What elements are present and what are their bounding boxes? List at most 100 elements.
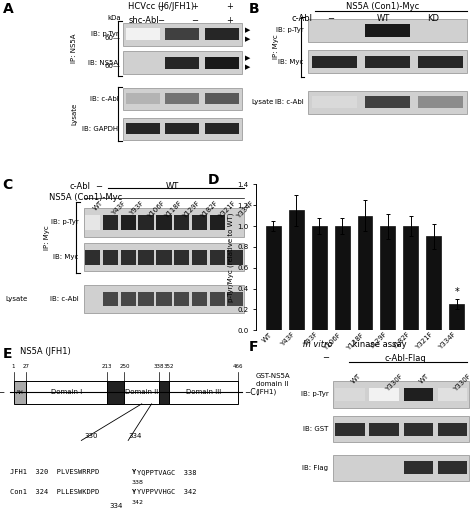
Text: IP: Myc: IP: Myc bbox=[44, 225, 50, 250]
Bar bbox=[103, 215, 118, 230]
Bar bbox=[174, 292, 190, 306]
Text: 250: 250 bbox=[119, 364, 130, 369]
Text: −: − bbox=[323, 354, 329, 362]
Text: 338: 338 bbox=[132, 480, 144, 485]
Text: ▶: ▶ bbox=[245, 55, 251, 61]
Bar bbox=[335, 422, 365, 436]
Bar bbox=[228, 250, 243, 265]
Bar bbox=[403, 422, 433, 436]
Bar bbox=[123, 51, 242, 74]
Bar bbox=[369, 388, 399, 401]
Bar bbox=[84, 285, 244, 313]
Text: Y330F: Y330F bbox=[452, 373, 472, 392]
Text: IB: p-Tyr: IB: p-Tyr bbox=[51, 220, 79, 225]
Bar bbox=[381, 226, 395, 330]
Text: c-Abl-Flag: c-Abl-Flag bbox=[385, 354, 427, 362]
Text: −C: −C bbox=[244, 388, 255, 397]
Text: B: B bbox=[249, 2, 259, 15]
Bar bbox=[333, 455, 469, 481]
Text: 213: 213 bbox=[102, 364, 112, 369]
Text: −: − bbox=[327, 14, 334, 23]
Bar bbox=[312, 226, 327, 330]
Text: YVPPVVHGC  342: YVPPVVHGC 342 bbox=[137, 488, 196, 495]
Bar bbox=[403, 226, 418, 330]
Text: D: D bbox=[208, 173, 219, 187]
Bar bbox=[365, 96, 410, 109]
Bar bbox=[192, 215, 207, 230]
Text: *: * bbox=[454, 287, 459, 297]
Text: Con1  324  PLLESWKDPD: Con1 324 PLLESWKDPD bbox=[10, 488, 99, 495]
Bar bbox=[156, 292, 172, 306]
Text: Y129F: Y129F bbox=[182, 200, 201, 220]
Text: C: C bbox=[2, 178, 13, 193]
Text: WT: WT bbox=[166, 182, 179, 190]
Bar bbox=[365, 25, 410, 36]
Bar bbox=[121, 292, 136, 306]
Bar bbox=[107, 380, 125, 404]
Text: 27: 27 bbox=[22, 364, 29, 369]
Bar bbox=[121, 215, 136, 230]
Y-axis label: p-Tyr/Myc (relative to WT): p-Tyr/Myc (relative to WT) bbox=[228, 212, 234, 302]
Text: −: − bbox=[157, 16, 164, 25]
Text: −: − bbox=[191, 16, 198, 25]
Text: Y: Y bbox=[132, 488, 136, 495]
Text: IP: Myc: IP: Myc bbox=[273, 34, 279, 59]
Text: Lysate: Lysate bbox=[251, 99, 273, 105]
Bar bbox=[333, 381, 469, 408]
Text: In vitro: In vitro bbox=[303, 339, 333, 349]
Bar bbox=[403, 388, 433, 401]
Text: Y93F: Y93F bbox=[128, 200, 145, 217]
Text: 338: 338 bbox=[154, 364, 164, 369]
Text: IB: Myc: IB: Myc bbox=[278, 59, 303, 65]
Bar bbox=[308, 19, 467, 42]
Bar bbox=[192, 292, 207, 306]
Text: HCVcc (J6/JFH1): HCVcc (J6/JFH1) bbox=[128, 2, 194, 11]
Text: 60—: 60— bbox=[105, 35, 121, 41]
Text: ▶: ▶ bbox=[245, 64, 251, 70]
Text: IB: c-Abl: IB: c-Abl bbox=[90, 96, 118, 102]
Text: YQPPTVAGC  338: YQPPTVAGC 338 bbox=[137, 469, 196, 475]
Bar bbox=[205, 29, 239, 40]
Bar bbox=[103, 250, 118, 265]
Text: −: − bbox=[157, 2, 164, 11]
Bar bbox=[311, 96, 357, 109]
Bar bbox=[335, 226, 349, 330]
Text: 330: 330 bbox=[84, 433, 98, 439]
Text: WT: WT bbox=[376, 14, 390, 23]
Text: WT: WT bbox=[418, 373, 430, 385]
Bar bbox=[121, 250, 136, 265]
Bar bbox=[165, 29, 200, 40]
Text: A: A bbox=[2, 2, 13, 16]
Bar bbox=[192, 250, 207, 265]
Text: kinase assay: kinase assay bbox=[350, 339, 407, 349]
Bar bbox=[205, 57, 239, 69]
Text: IB: c-Abl: IB: c-Abl bbox=[274, 99, 303, 105]
Text: NS5A (Con1)-Myc: NS5A (Con1)-Myc bbox=[346, 2, 419, 11]
Bar bbox=[365, 56, 410, 68]
Text: IB: p-Tyr: IB: p-Tyr bbox=[275, 28, 303, 33]
Bar bbox=[205, 93, 239, 104]
Text: +: + bbox=[226, 16, 233, 25]
Bar bbox=[174, 215, 190, 230]
Bar bbox=[123, 118, 242, 140]
Bar bbox=[438, 388, 467, 401]
Text: 466: 466 bbox=[233, 364, 243, 369]
Text: IP: NS5A: IP: NS5A bbox=[71, 34, 77, 63]
Text: NS5A (JFH1): NS5A (JFH1) bbox=[20, 347, 71, 356]
Bar bbox=[26, 380, 107, 404]
Text: GST-NS5A
domain II
(JFH1): GST-NS5A domain II (JFH1) bbox=[255, 373, 290, 395]
Bar bbox=[126, 93, 160, 104]
Text: Y334F: Y334F bbox=[235, 200, 255, 220]
Text: Y43F: Y43F bbox=[110, 200, 127, 216]
Bar bbox=[156, 250, 172, 265]
Bar bbox=[126, 29, 160, 40]
Bar bbox=[266, 226, 281, 330]
Bar bbox=[369, 422, 399, 436]
Bar bbox=[165, 57, 200, 69]
Text: 1: 1 bbox=[12, 364, 15, 369]
Bar bbox=[308, 91, 467, 114]
Bar bbox=[449, 304, 464, 330]
Bar bbox=[123, 88, 242, 110]
Text: Domain III: Domain III bbox=[186, 389, 221, 395]
Text: WT: WT bbox=[350, 373, 362, 385]
